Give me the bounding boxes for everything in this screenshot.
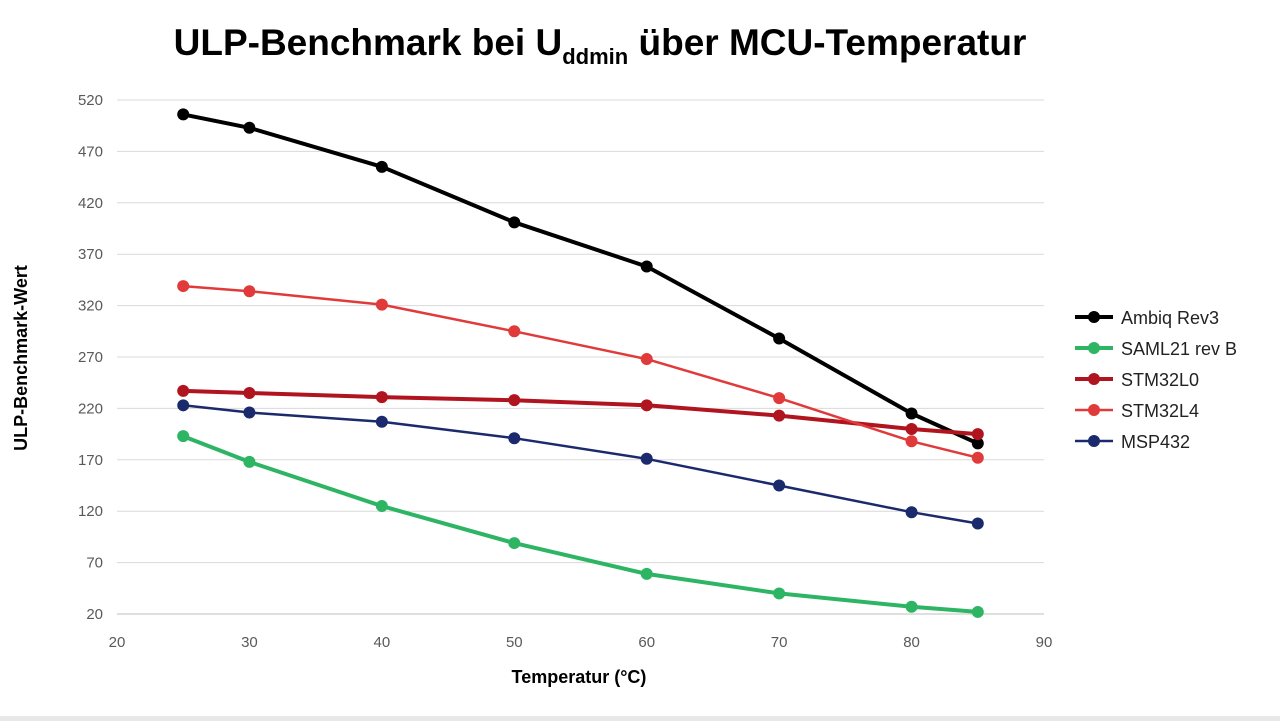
title-main: ULP-Benchmark bei U [173, 22, 563, 63]
series-line-4 [181, 404, 980, 525]
legend-item: Ambiq Rev3 [1075, 308, 1219, 328]
x-tick-label: 40 [374, 634, 391, 651]
data-point [773, 409, 786, 422]
series-line-2 [181, 388, 980, 437]
bottom-border [0, 716, 1280, 721]
y-tick-label: 70 [86, 555, 103, 572]
title-end: über MCU-Temperatur [628, 22, 1027, 63]
x-tick-label: 90 [1036, 634, 1053, 651]
data-point [773, 479, 786, 492]
x-tick-label: 70 [771, 634, 788, 651]
data-point [905, 506, 918, 519]
data-point [243, 121, 256, 134]
x-tick-label: 80 [903, 634, 920, 651]
data-point [508, 537, 521, 550]
y-tick-label: 520 [78, 92, 103, 109]
series-line-1 [181, 434, 980, 614]
x-tick-label: 30 [241, 634, 258, 651]
data-point [508, 325, 521, 338]
data-point [375, 415, 388, 428]
y-tick-label: 20 [86, 606, 103, 623]
y-tick-label: 170 [78, 452, 103, 469]
data-point [375, 298, 388, 311]
legend-label: STM32L0 [1121, 370, 1199, 390]
tick-labels: 20 70 120 170 220 270 320 370 420 470 520 20 30 40 50 6… [78, 92, 1052, 651]
x-tick-label: 50 [506, 634, 523, 651]
legend-marker [1088, 373, 1100, 385]
legend-marker [1088, 342, 1100, 354]
data-point [177, 280, 190, 293]
x-tick-label: 20 [109, 634, 126, 651]
legend-label: STM32L4 [1121, 401, 1199, 421]
data-point [971, 517, 984, 530]
y-tick-label: 470 [78, 143, 103, 160]
legend-item: MSP432 [1075, 432, 1190, 452]
data-point [375, 391, 388, 404]
data-point [905, 600, 918, 613]
legend-label: SAML21 rev B [1121, 339, 1237, 359]
data-point [773, 392, 786, 405]
legend-label: MSP432 [1121, 432, 1190, 452]
data-point [508, 394, 521, 407]
y-tick-label: 220 [78, 400, 103, 417]
legend-marker [1088, 404, 1100, 416]
data-point [905, 422, 918, 435]
y-tick-label: 270 [78, 349, 103, 366]
x-axis-label: Temperatur (°C) [512, 667, 647, 687]
legend-marker [1088, 311, 1100, 323]
series-line-0 [181, 112, 980, 446]
legend-item: STM32L4 [1075, 401, 1199, 421]
y-axis-label: ULP-Benchmark-Wert [11, 265, 31, 451]
legend: Ambiq Rev3 SAML21 rev B STM32L0 STM32L4 MSP4… [1075, 308, 1237, 452]
legend-label: Ambiq Rev3 [1121, 308, 1219, 328]
x-tick-label: 60 [638, 634, 655, 651]
data-point [905, 407, 918, 420]
data-point [773, 332, 786, 345]
data-point [508, 432, 521, 445]
data-point [640, 452, 653, 465]
y-tick-label: 120 [78, 503, 103, 520]
data-point [243, 406, 256, 419]
data-point [177, 108, 190, 121]
chart-title: ULP-Benchmark bei Uddmin über MCU-Temper… [0, 22, 1200, 70]
legend-item: STM32L0 [1075, 370, 1199, 390]
y-tick-label: 320 [78, 298, 103, 315]
data-point [375, 160, 388, 173]
data-point [971, 451, 984, 464]
data-point [773, 587, 786, 600]
series-points [177, 108, 984, 618]
y-tick-label: 420 [78, 195, 103, 212]
series-lines [181, 112, 980, 614]
title-subscript: ddmin [562, 44, 629, 69]
data-point [640, 567, 653, 580]
legend-marker [1088, 435, 1100, 447]
data-point [640, 353, 653, 366]
series-line-3 [181, 284, 980, 459]
data-point [971, 428, 984, 441]
data-point [177, 430, 190, 443]
legend-item: SAML21 rev B [1075, 339, 1237, 359]
gridlines [117, 99, 1044, 615]
data-point [971, 605, 984, 618]
data-point [177, 384, 190, 397]
data-point [640, 399, 653, 412]
data-point [375, 500, 388, 513]
data-point [177, 399, 190, 412]
data-point [971, 437, 984, 450]
data-point [640, 260, 653, 273]
y-tick-label: 370 [78, 246, 103, 263]
data-point [508, 216, 521, 229]
data-point [905, 435, 918, 448]
data-point [243, 386, 256, 399]
data-point [243, 285, 256, 298]
data-point [243, 455, 256, 468]
